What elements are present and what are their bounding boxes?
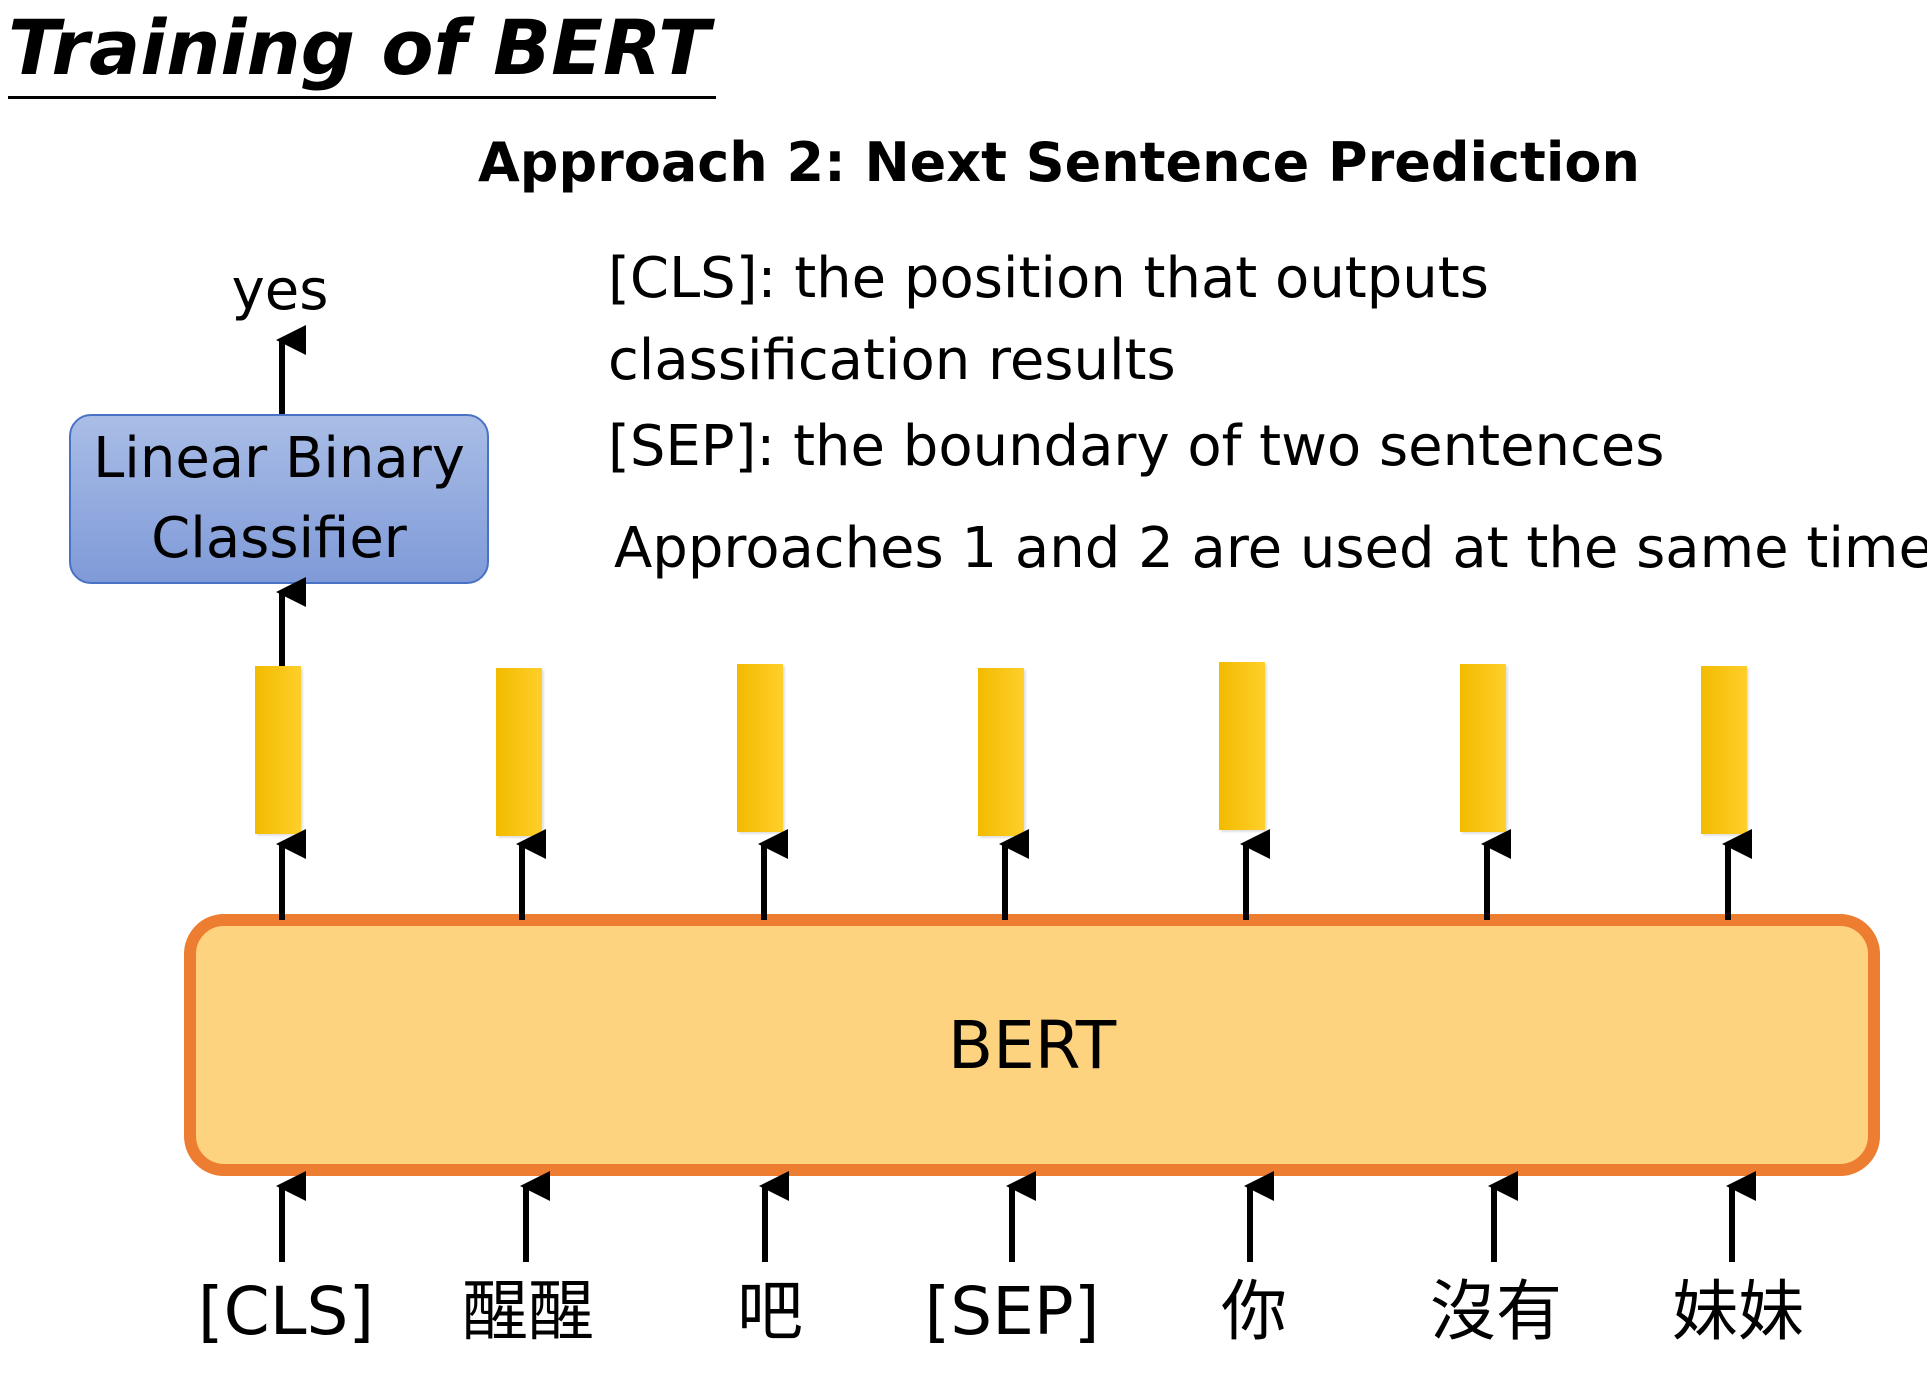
cls-note-line1: [CLS]: the position that outputs bbox=[608, 246, 1489, 311]
input-token: 妹妹 bbox=[1672, 1273, 1804, 1350]
page-title: Training of BERT bbox=[8, 0, 716, 99]
cls-note-line2: classification results bbox=[608, 328, 1176, 393]
linear-binary-classifier: Linear Binary Classifier bbox=[69, 414, 489, 584]
input-token-sep: [SEP] bbox=[924, 1273, 1100, 1350]
input-token: 吧 bbox=[737, 1273, 803, 1350]
input-token: 醒醒 bbox=[462, 1273, 594, 1350]
output-embedding bbox=[255, 666, 301, 834]
output-embedding bbox=[737, 664, 783, 832]
output-embedding bbox=[496, 668, 542, 836]
input-token: 沒有 bbox=[1430, 1273, 1562, 1350]
input-token: 你 bbox=[1221, 1273, 1287, 1350]
output-embedding bbox=[1219, 662, 1265, 830]
input-token-cls: [CLS] bbox=[197, 1273, 375, 1350]
classifier-label-line2: Classifier bbox=[151, 506, 407, 571]
classifier-label-line1: Linear Binary bbox=[93, 426, 465, 491]
output-label: yes bbox=[231, 258, 329, 323]
approaches-note: Approaches 1 and 2 are used at the same … bbox=[614, 516, 1927, 581]
output-embedding bbox=[978, 668, 1024, 836]
bert-model-box: BERT bbox=[184, 914, 1880, 1176]
diagram-subtitle: Approach 2: Next Sentence Prediction bbox=[478, 131, 1640, 194]
bert-label: BERT bbox=[947, 1006, 1117, 1084]
sep-note: [SEP]: the boundary of two sentences bbox=[608, 414, 1665, 479]
output-embedding bbox=[1701, 666, 1747, 834]
output-embedding bbox=[1460, 664, 1506, 832]
